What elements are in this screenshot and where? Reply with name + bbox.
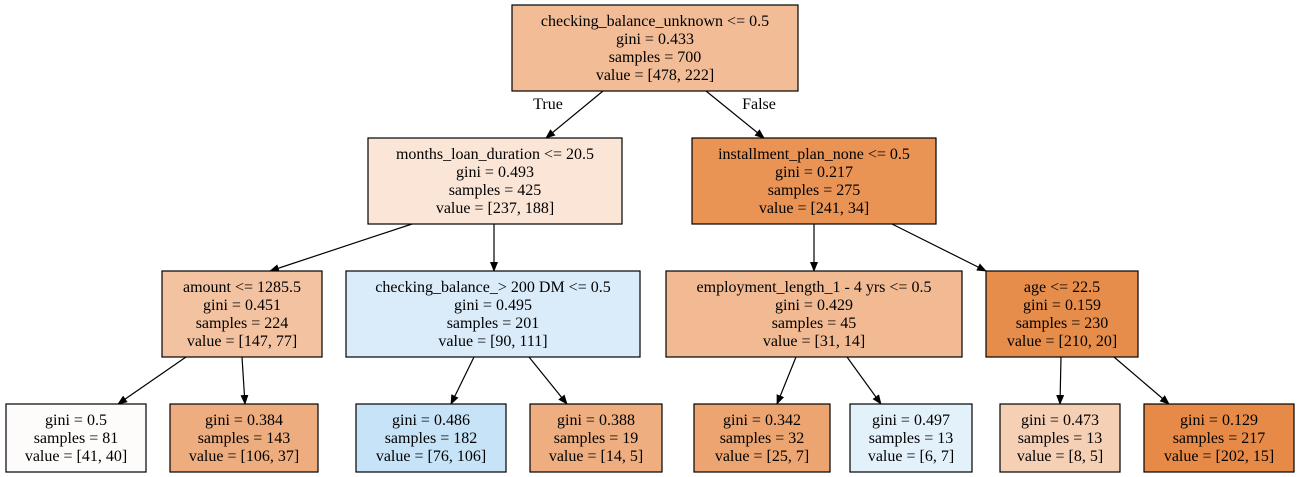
node-line: samples = 425 (449, 182, 542, 199)
node-line: age <= 22.5 (1024, 279, 1100, 296)
edge-n5-n12 (846, 356, 882, 405)
node-line: samples = 13 (869, 430, 954, 447)
node-line: value = [41, 40] (25, 448, 127, 465)
node-line: gini = 0.129 (1180, 412, 1258, 429)
node-line: samples = 143 (198, 430, 291, 447)
edge-n2-n6 (891, 223, 987, 272)
node-line: gini = 0.497 (872, 412, 950, 429)
node-line: samples = 224 (196, 315, 289, 332)
node-box (367, 137, 623, 225)
edge-n1-n3 (269, 223, 413, 272)
node-line: value = [8, 5] (1017, 448, 1103, 465)
node-box (5, 403, 147, 473)
node-line: gini = 0.342 (723, 412, 801, 429)
node-line: gini = 0.159 (1023, 297, 1101, 314)
node-line: checking_balance_> 200 DM <= 0.5 (375, 279, 610, 296)
node-line: value = [202, 15] (1164, 448, 1274, 465)
node-line: value = [237, 188] (436, 200, 554, 217)
node-line: value = [147, 77] (187, 333, 297, 350)
node-line: gini = 0.451 (203, 297, 281, 314)
node-line: gini = 0.433 (616, 31, 694, 48)
node-line: value = [14, 5] (549, 448, 643, 465)
node-box (169, 403, 319, 473)
node-line: value = [478, 222] (596, 67, 714, 84)
edge-n5-n11 (776, 356, 797, 405)
node-box (665, 270, 963, 358)
edge-n4-n10 (528, 356, 568, 405)
node-line: samples = 81 (34, 430, 119, 447)
node-line: gini = 0.384 (205, 412, 283, 429)
node-line: samples = 217 (1173, 430, 1266, 447)
node-line: gini = 0.486 (392, 412, 470, 429)
node-line: value = [241, 34] (759, 200, 869, 217)
node-line: samples = 275 (768, 182, 861, 199)
node-line: value = [210, 20] (1007, 333, 1117, 350)
edge-n3-n8 (240, 356, 249, 405)
node-line: value = [76, 106] (376, 448, 486, 465)
node-line: amount <= 1285.5 (183, 279, 301, 296)
node-box (529, 403, 663, 473)
node-line: employment_length_1 - 4 yrs <= 0.5 (697, 279, 932, 296)
edge-n0-n1 (545, 90, 604, 139)
node-box (1143, 403, 1295, 473)
node-line: value = [90, 111] (438, 333, 547, 350)
node-line: samples = 13 (1018, 430, 1103, 447)
node-line: gini = 0.493 (456, 164, 534, 181)
node-line: samples = 230 (1016, 315, 1109, 332)
node-line: value = [25, 7] (715, 448, 809, 465)
node-line: samples = 45 (772, 315, 857, 332)
node-box (161, 270, 323, 358)
node-box (511, 4, 799, 92)
node-line: gini = 0.388 (557, 412, 635, 429)
node-box (345, 270, 641, 358)
node-line: samples = 700 (609, 49, 702, 66)
node-line: value = [6, 7] (868, 448, 954, 465)
node-box (693, 403, 831, 473)
edge-label-true: True (533, 96, 563, 113)
edge-n4-n9 (450, 356, 475, 405)
node-line: gini = 0.429 (775, 297, 853, 314)
edge-label-false: False (742, 96, 776, 113)
node-line: value = [31, 14] (763, 333, 865, 350)
node-line: gini = 0.5 (45, 412, 107, 429)
edge-n3-n7 (117, 356, 187, 405)
node-line: gini = 0.217 (775, 164, 853, 181)
edge-n0-n2 (705, 90, 765, 139)
node-line: installment_plan_none <= 0.5 (718, 146, 910, 163)
edge-n6-n13 (1056, 356, 1065, 405)
node-line: checking_balance_unknown <= 0.5 (541, 13, 769, 30)
node-line: samples = 201 (447, 315, 540, 332)
edges-layer: True False (117, 90, 1170, 405)
node-line: value = [106, 37] (189, 448, 299, 465)
node-box (691, 137, 937, 225)
edge-n6-n14 (1113, 356, 1170, 405)
node-box (985, 270, 1139, 358)
node-line: gini = 0.495 (454, 297, 532, 314)
node-box (355, 403, 507, 473)
node-line: samples = 32 (720, 430, 805, 447)
node-box (999, 403, 1121, 473)
node-line: samples = 182 (385, 430, 478, 447)
node-box (849, 403, 973, 473)
node-line: gini = 0.473 (1021, 412, 1099, 429)
node-line: months_loan_duration <= 20.5 (396, 146, 594, 163)
node-line: samples = 19 (554, 430, 639, 447)
